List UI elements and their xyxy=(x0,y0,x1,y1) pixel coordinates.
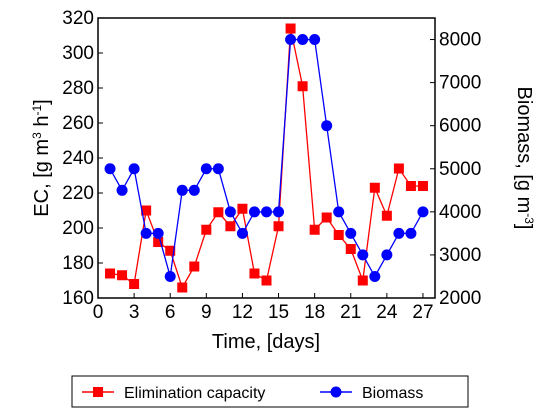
series-layer xyxy=(104,23,429,293)
x-axis-title: Time, [days] xyxy=(212,331,320,353)
data-point xyxy=(393,163,404,174)
x-tick-label: 9 xyxy=(201,302,212,323)
legend-item: Elimination capacity xyxy=(82,385,265,402)
y-left-tick-label: 280 xyxy=(62,78,94,99)
data-point xyxy=(381,249,393,261)
data-point xyxy=(345,244,356,254)
x-tick-label: 12 xyxy=(232,302,253,323)
y-left-tick-label: 300 xyxy=(62,43,94,64)
data-point xyxy=(224,206,236,218)
data-point xyxy=(417,181,428,191)
data-point xyxy=(140,227,152,239)
data-point xyxy=(213,207,224,218)
data-point xyxy=(237,203,248,214)
data-point xyxy=(152,227,164,239)
data-point xyxy=(321,120,333,132)
y-right-tick-label: 2000 xyxy=(439,288,481,309)
data-point xyxy=(369,182,380,193)
y-right-tick-label: 3000 xyxy=(439,245,481,266)
data-point xyxy=(261,206,272,218)
data-point xyxy=(309,34,321,46)
data-point xyxy=(164,270,176,282)
legend: Elimination capacity Biomass xyxy=(71,375,469,408)
data-point xyxy=(165,245,176,256)
data-point xyxy=(116,184,128,196)
axis-ticks: 0 3 6 9 12 15 18 21 24 27 160 180 200 220 240 260 280 300… xyxy=(62,8,481,323)
data-point xyxy=(285,23,296,34)
right-axis-title: Biomass, [g m-3] xyxy=(513,87,536,230)
data-point xyxy=(141,205,152,216)
series-biomass xyxy=(104,34,429,282)
x-tick-label: 3 xyxy=(129,302,140,323)
data-point xyxy=(128,163,140,175)
y-right-tick-label: 5000 xyxy=(439,159,481,180)
x-tick-label: 15 xyxy=(268,302,289,323)
legend-item: Biomass xyxy=(320,385,423,402)
y-left-tick-label: 180 xyxy=(62,253,94,274)
data-point xyxy=(381,210,392,221)
data-point xyxy=(176,184,188,196)
x-tick-label: 24 xyxy=(376,302,398,323)
data-point xyxy=(297,34,309,46)
data-point xyxy=(321,212,332,223)
data-point xyxy=(309,224,320,235)
left-axis-title: EC, [g m3 h-1] xyxy=(30,99,53,216)
y-left-tick-label: 160 xyxy=(62,288,94,309)
data-point xyxy=(249,268,260,279)
data-point xyxy=(129,279,140,289)
data-point xyxy=(105,268,116,279)
data-point xyxy=(177,282,188,293)
data-point xyxy=(285,34,297,46)
series-line xyxy=(109,28,423,290)
data-point xyxy=(236,227,248,239)
x-tick-label: 21 xyxy=(340,302,361,323)
data-point xyxy=(405,181,416,191)
data-point xyxy=(153,237,164,247)
data-point xyxy=(212,163,224,175)
legend-box xyxy=(71,375,469,408)
x-tick-label: 0 xyxy=(93,302,104,323)
data-point xyxy=(417,206,429,218)
data-point xyxy=(117,270,128,281)
data-point xyxy=(273,206,285,218)
data-point xyxy=(201,224,212,235)
data-point xyxy=(189,261,200,272)
data-point xyxy=(188,184,200,196)
data-point xyxy=(104,163,116,175)
legend-marker xyxy=(93,387,103,397)
data-point xyxy=(357,275,368,286)
data-point xyxy=(261,275,272,286)
y-right-tick-label: 7000 xyxy=(439,73,481,94)
y-left-tick-label: 260 xyxy=(62,113,94,134)
data-point xyxy=(225,221,236,232)
data-point xyxy=(273,221,284,232)
data-point xyxy=(369,270,381,282)
legend-label: Biomass xyxy=(362,385,423,402)
y-left-tick-label: 240 xyxy=(62,148,94,169)
data-point xyxy=(357,249,369,261)
x-tick-label: 6 xyxy=(165,302,176,323)
x-tick-label: 27 xyxy=(412,302,433,323)
legend-label: Elimination capacity xyxy=(124,385,265,402)
y-right-tick-label: 6000 xyxy=(439,116,481,137)
data-point xyxy=(333,206,345,218)
y-left-tick-label: 220 xyxy=(62,183,94,204)
y-right-tick-label: 4000 xyxy=(439,202,481,223)
y-left-tick-label: 320 xyxy=(62,8,94,29)
data-point xyxy=(248,206,260,218)
x-tick-label: 18 xyxy=(304,302,325,323)
data-point xyxy=(333,230,344,240)
series-elimination-capacity xyxy=(105,23,428,293)
data-point xyxy=(297,81,308,92)
data-point xyxy=(393,227,405,239)
y-left-tick-label: 200 xyxy=(62,218,94,239)
data-point xyxy=(345,227,357,239)
legend-marker xyxy=(330,386,342,398)
data-point xyxy=(200,163,212,175)
data-point xyxy=(405,227,417,239)
y-right-tick-label: 8000 xyxy=(439,30,481,51)
legend-items: Elimination capacity Biomass xyxy=(82,385,423,402)
